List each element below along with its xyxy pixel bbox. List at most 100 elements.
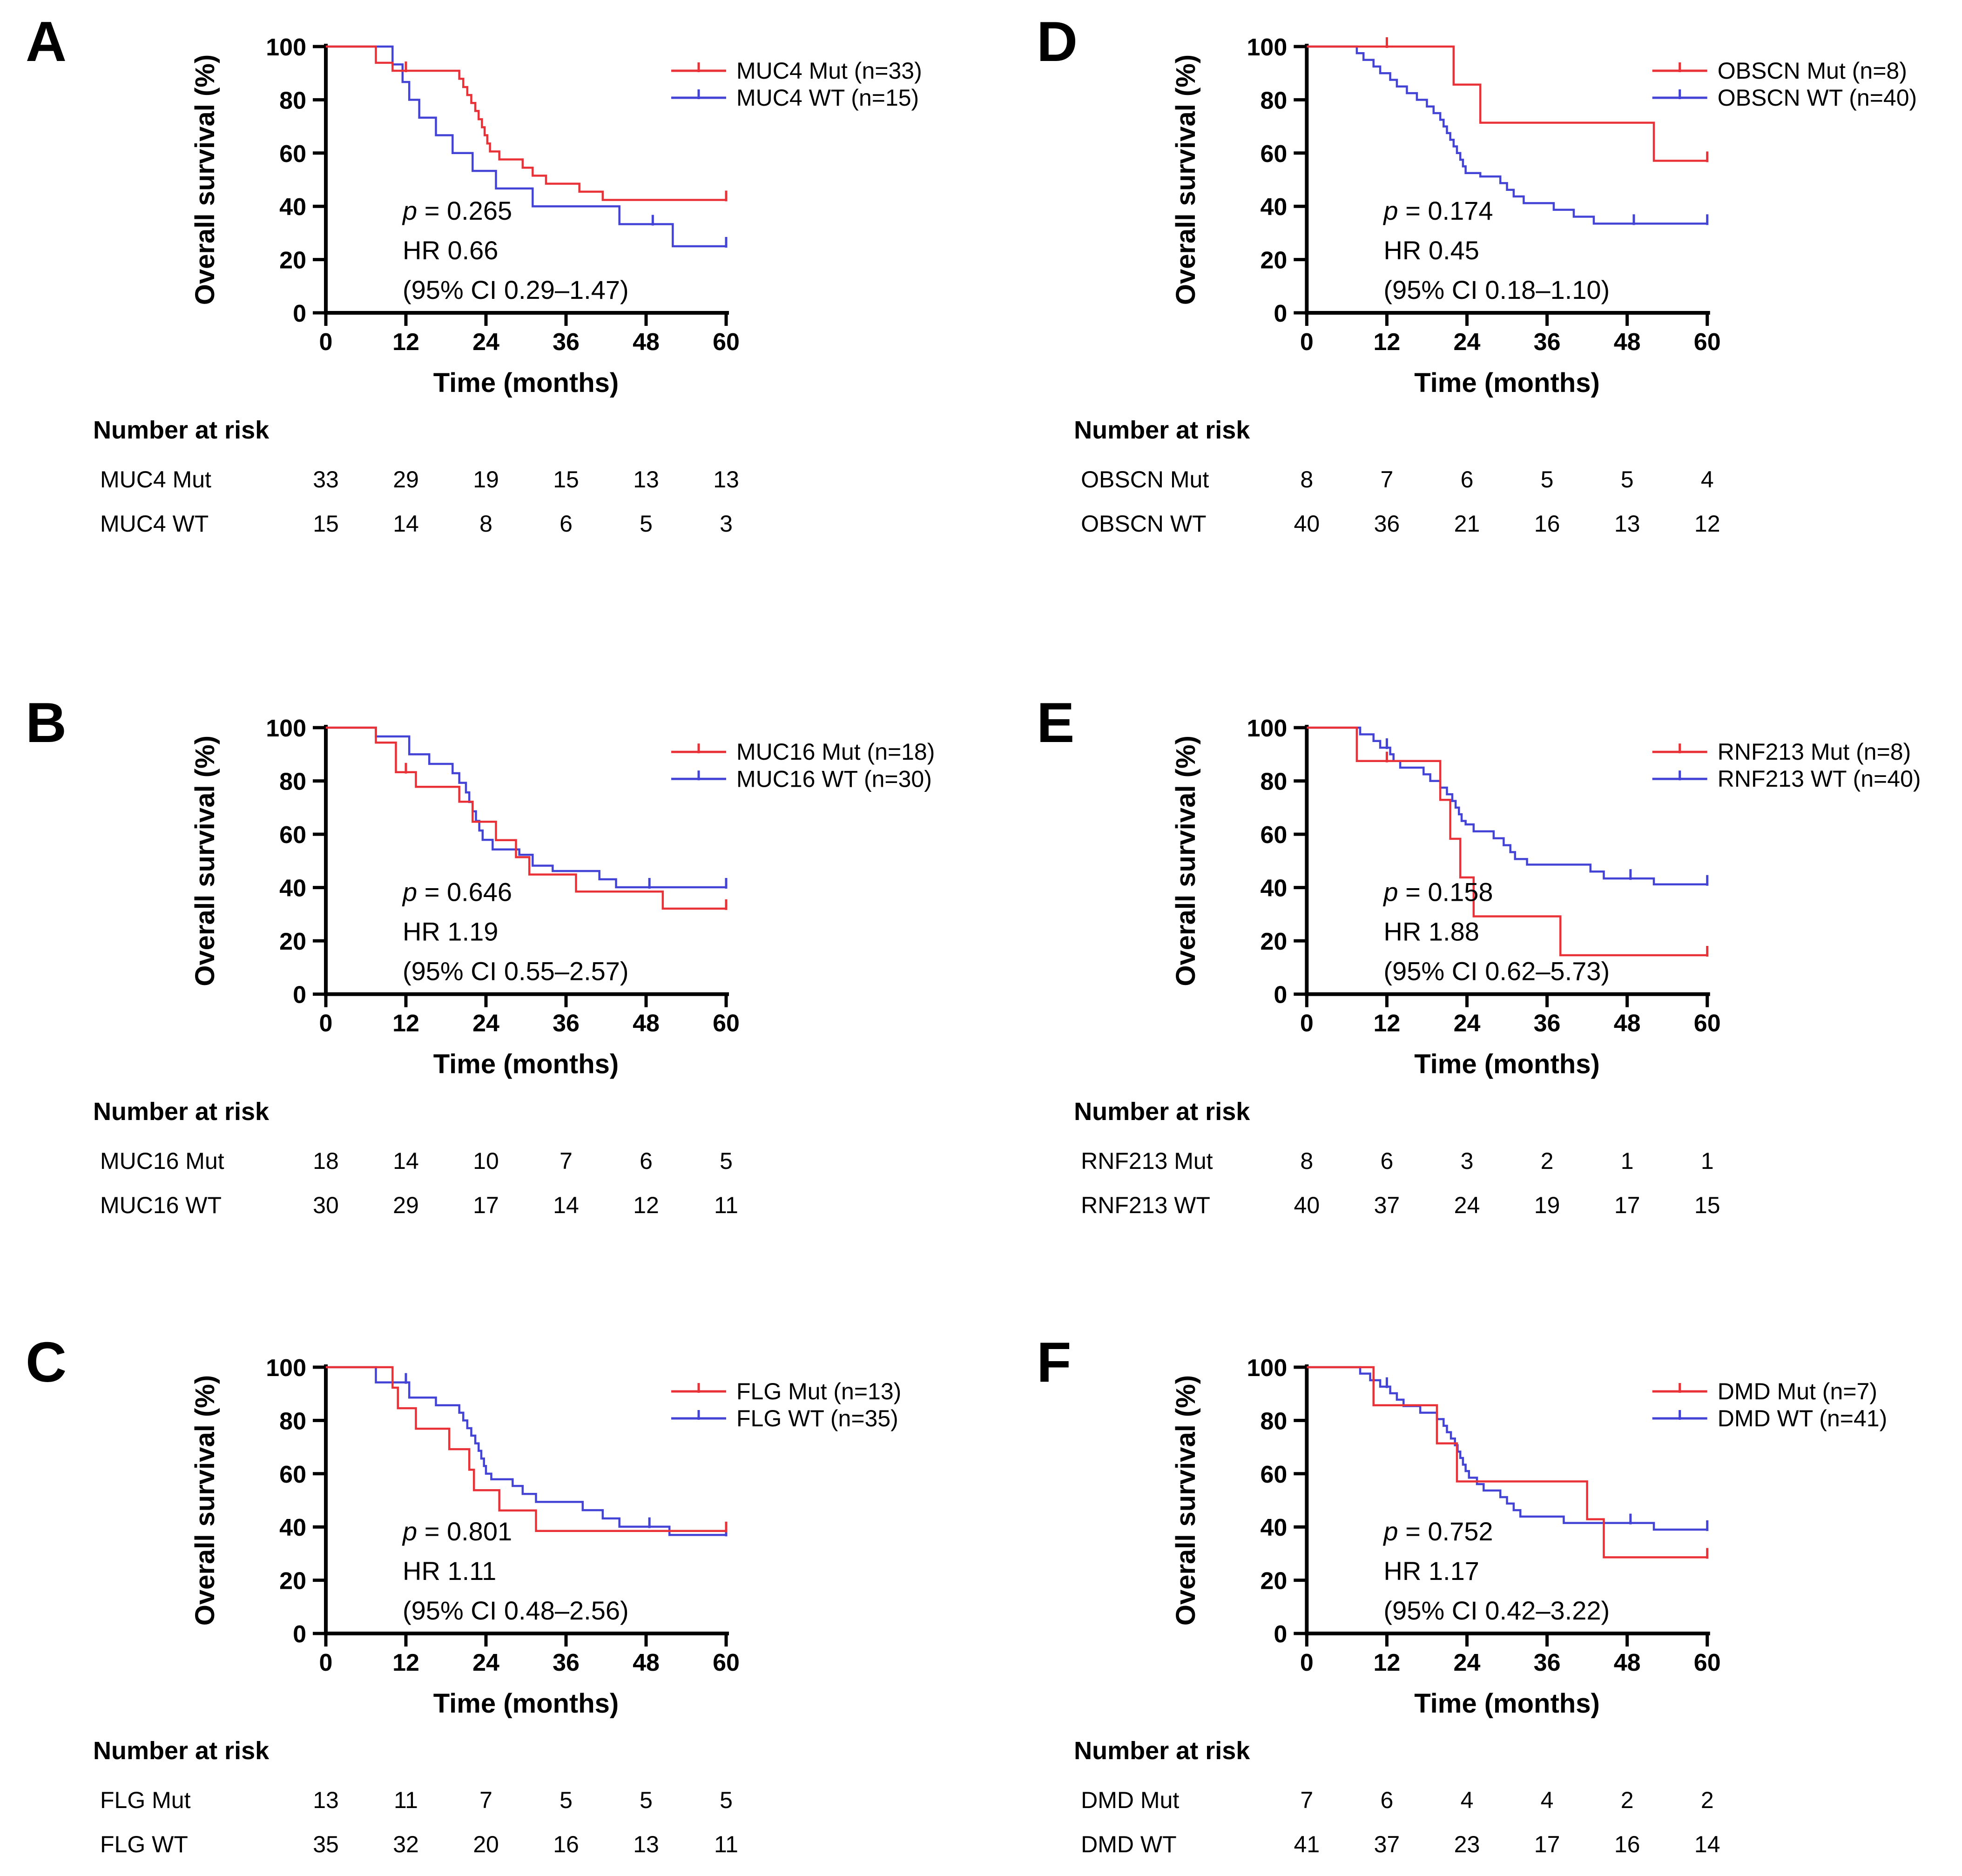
risk-row-label: OBSCN Mut xyxy=(1081,466,1209,493)
y-axis-title: Overall survival (%) xyxy=(190,1375,220,1626)
stats-p: p = 0.158 xyxy=(1382,877,1493,906)
risk-value: 15 xyxy=(1694,1192,1720,1218)
x-tick-label: 36 xyxy=(553,1010,580,1037)
y-tick-label: 0 xyxy=(293,300,306,327)
risk-value: 18 xyxy=(313,1148,339,1174)
x-tick-label: 0 xyxy=(1300,1010,1314,1037)
risk-value: 13 xyxy=(713,466,739,493)
y-tick-label: 20 xyxy=(1260,928,1287,955)
legend-label: OBSCN Mut (n=8) xyxy=(1718,58,1907,84)
y-tick-label: 80 xyxy=(1260,1408,1287,1435)
risk-value: 14 xyxy=(393,1148,419,1174)
risk-value: 15 xyxy=(313,511,339,537)
risk-table-header: Number at risk xyxy=(1074,1098,1250,1126)
panel-letter: E xyxy=(1037,691,1074,754)
y-tick-label: 20 xyxy=(279,928,306,955)
risk-value: 5 xyxy=(1541,466,1554,493)
y-axis-title: Overall survival (%) xyxy=(1171,1375,1201,1626)
risk-value: 11 xyxy=(714,1192,738,1218)
y-tick-label: 80 xyxy=(1260,87,1287,114)
risk-value: 29 xyxy=(393,1192,419,1218)
risk-value: 6 xyxy=(1461,466,1474,493)
y-tick-label: 80 xyxy=(279,1408,306,1435)
legend-label: DMD Mut (n=7) xyxy=(1718,1378,1877,1404)
risk-value: 1 xyxy=(1621,1148,1634,1174)
risk-value: 30 xyxy=(313,1192,339,1218)
risk-value: 12 xyxy=(1694,511,1720,537)
risk-value: 1 xyxy=(1701,1148,1714,1174)
risk-value: 24 xyxy=(1454,1192,1480,1218)
stats-ci: (95% CI 0.62–5.73) xyxy=(1383,957,1610,986)
x-tick-label: 36 xyxy=(553,329,580,356)
risk-value: 37 xyxy=(1374,1192,1400,1218)
km-panel-d: D 0 12 24 36 48 60 0 20 40 60 80 100 Time (months) Ov… xyxy=(981,0,1962,625)
risk-value: 17 xyxy=(1534,1831,1560,1857)
survival-curve-mut xyxy=(326,1366,726,1532)
y-axis-title: Overall survival (%) xyxy=(1171,54,1201,305)
risk-row-label: MUC4 WT xyxy=(100,511,209,537)
risk-row-label: DMD WT xyxy=(1081,1831,1177,1857)
km-panel-c: C 0 12 24 36 48 60 0 20 40 60 80 100 Time (months) Ov… xyxy=(0,1251,981,1876)
risk-row-label: MUC16 Mut xyxy=(100,1148,224,1174)
risk-value: 36 xyxy=(1374,511,1400,537)
risk-row-label: DMD Mut xyxy=(1081,1787,1179,1813)
survival-curve-mut xyxy=(326,726,726,910)
risk-value: 29 xyxy=(393,466,419,493)
y-tick-label: 40 xyxy=(1260,875,1287,902)
risk-value: 5 xyxy=(1621,466,1634,493)
x-tick-label: 0 xyxy=(319,1010,333,1037)
survival-curve-mut xyxy=(1307,45,1707,162)
risk-value: 6 xyxy=(1381,1787,1394,1813)
risk-row-label: MUC4 Mut xyxy=(100,466,211,493)
stats-ci: (95% CI 0.48–2.56) xyxy=(403,1596,629,1625)
x-tick-label: 36 xyxy=(553,1649,580,1676)
y-tick-label: 60 xyxy=(1260,1461,1287,1488)
y-tick-label: 20 xyxy=(279,1568,306,1595)
risk-value: 17 xyxy=(473,1192,499,1218)
x-tick-label: 36 xyxy=(1534,1010,1561,1037)
x-axis-title: Time (months) xyxy=(433,1688,619,1719)
risk-value: 12 xyxy=(633,1192,659,1218)
panel-letter: B xyxy=(26,691,67,754)
risk-value: 2 xyxy=(1621,1787,1634,1813)
y-tick-label: 60 xyxy=(279,822,306,849)
risk-row-label: RNF213 WT xyxy=(1081,1192,1210,1218)
risk-value: 13 xyxy=(633,466,659,493)
stats-hr: HR 1.11 xyxy=(403,1556,496,1586)
risk-value: 7 xyxy=(479,1787,492,1813)
risk-value: 2 xyxy=(1541,1148,1554,1174)
survival-curve-mut xyxy=(1307,726,1707,957)
y-axis-title: Overall survival (%) xyxy=(1171,736,1201,986)
x-tick-label: 60 xyxy=(1694,1010,1721,1037)
stats-p: p = 0.752 xyxy=(1382,1517,1493,1546)
risk-table-header: Number at risk xyxy=(93,416,270,444)
x-tick-label: 60 xyxy=(1694,1649,1721,1676)
risk-value: 7 xyxy=(560,1148,573,1174)
risk-value: 4 xyxy=(1541,1787,1554,1813)
y-tick-label: 20 xyxy=(279,247,306,274)
y-tick-label: 0 xyxy=(293,982,306,1009)
x-tick-label: 12 xyxy=(392,1010,419,1037)
risk-value: 15 xyxy=(553,466,579,493)
x-tick-label: 12 xyxy=(1373,1010,1400,1037)
risk-value: 32 xyxy=(393,1831,419,1857)
legend-label: MUC16 WT (n=30) xyxy=(736,766,932,792)
stats-ci: (95% CI 0.18–1.10) xyxy=(1383,275,1610,304)
y-axis-title: Overall survival (%) xyxy=(190,736,220,986)
risk-value: 7 xyxy=(1381,466,1394,493)
risk-row-label: FLG Mut xyxy=(100,1787,191,1813)
x-axis-title: Time (months) xyxy=(1414,1049,1600,1080)
risk-value: 3 xyxy=(1461,1148,1474,1174)
survival-curve-mut xyxy=(1307,1366,1707,1559)
y-tick-label: 100 xyxy=(266,34,306,61)
risk-value: 13 xyxy=(1614,511,1640,537)
x-tick-label: 12 xyxy=(1373,329,1400,356)
y-axis-title: Overall survival (%) xyxy=(190,54,220,305)
x-tick-label: 36 xyxy=(1534,329,1561,356)
y-tick-label: 80 xyxy=(279,87,306,114)
risk-value: 16 xyxy=(553,1831,579,1857)
risk-value: 4 xyxy=(1701,466,1714,493)
